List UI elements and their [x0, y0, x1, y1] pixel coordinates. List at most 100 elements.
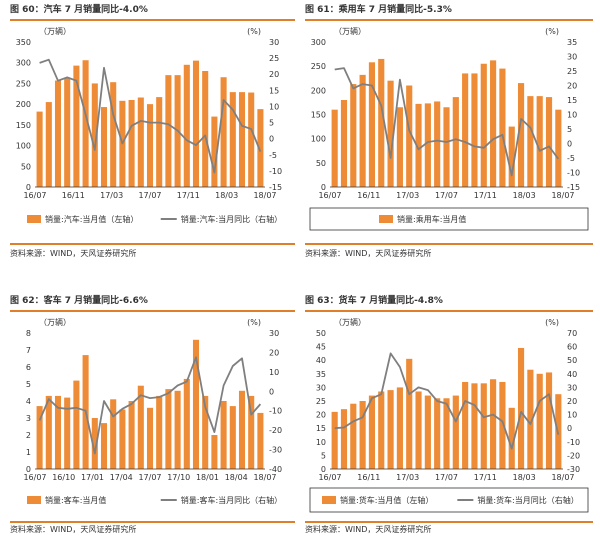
chart-svg: （万辆） (%) 0 50 100 150 200 250 300 -15 -10 -5 0 5 10 15 2… — [309, 26, 589, 231]
x-tick-label: 16/07 — [23, 473, 46, 482]
bar — [64, 397, 71, 469]
right-unit-label: (%) — [247, 27, 261, 36]
right-tick-label: 50 — [567, 356, 577, 365]
right-tick-label: 40 — [567, 370, 577, 379]
right-tick-label: -30 — [269, 446, 282, 455]
bar — [527, 369, 534, 469]
chart-panel-60: 图 60：汽车 7 月销量同比-4.0% （万辆） (%) 0 50 100 150 200… — [10, 2, 295, 260]
bar — [406, 358, 413, 469]
legend-label: 销量:货车:当月同比（右轴） — [477, 495, 578, 505]
bar — [45, 395, 52, 469]
bar — [508, 126, 515, 187]
source-note: 资料来源：WIND，天风证券研究所 — [305, 249, 432, 258]
left-tick-label: 250 — [311, 62, 326, 71]
x-tick-label: 18/03 — [513, 191, 536, 200]
bar — [146, 104, 154, 187]
bar — [229, 406, 236, 469]
bar — [462, 73, 469, 187]
chart-panel-61: 图 61：乘用车 7 月销量同比-5.3% （万辆） (%) 0 50 100 150 20… — [305, 2, 593, 260]
legend-label: 销量:汽车:当月值（左轴） — [45, 214, 138, 224]
x-tick-label: 18/07 — [253, 473, 276, 482]
bar — [508, 407, 515, 469]
right-tick-label: 30 — [269, 38, 279, 47]
bar — [156, 395, 163, 469]
right-tick-label: 30 — [567, 53, 577, 62]
left-tick-label: 30 — [316, 383, 326, 392]
bar — [424, 395, 431, 469]
bar — [192, 60, 200, 188]
bar — [128, 401, 135, 469]
bar — [517, 347, 525, 469]
right-tick-label: -10 — [269, 167, 282, 176]
right-tick-label: 0 — [567, 140, 572, 149]
bar — [174, 390, 181, 469]
left-unit-label: （万辆） — [334, 26, 366, 36]
title-rule — [305, 310, 593, 312]
left-tick-label: 150 — [311, 111, 326, 120]
source-note: 资料来源：WIND，天风证券研究所 — [305, 525, 432, 534]
line-series — [38, 356, 262, 455]
bar — [220, 401, 227, 469]
x-tick-label: 17/11 — [474, 473, 497, 482]
bar — [137, 97, 144, 187]
left-tick-label: 25 — [316, 397, 326, 406]
bar — [490, 60, 497, 187]
right-tick-label: 25 — [269, 54, 279, 63]
x-tick-label: 17/10 — [167, 473, 190, 482]
bar — [406, 85, 413, 187]
bar — [100, 107, 108, 187]
left-tick-label: 0 — [321, 183, 326, 192]
right-tick-label: 15 — [567, 96, 577, 105]
line-series — [334, 352, 560, 450]
right-tick-label: 20 — [269, 70, 279, 79]
bar — [248, 92, 255, 187]
legend-bar-swatch — [379, 215, 393, 223]
legend-label: 销量:汽车:当月同比（右轴） — [181, 214, 282, 224]
bar — [183, 64, 190, 187]
x-tick-label: 17/07 — [138, 473, 161, 482]
right-tick-label: -20 — [567, 451, 580, 460]
bar — [202, 395, 209, 469]
bar — [350, 403, 357, 469]
left-tick-label: 200 — [311, 86, 326, 95]
right-tick-label: -30 — [567, 465, 580, 474]
left-tick-label: 7 — [26, 346, 31, 355]
right-tick-label: 15 — [269, 86, 279, 95]
x-tick-label: 17/03 — [100, 191, 123, 200]
title-rule — [305, 19, 593, 21]
chart-title: 图 61：乘用车 7 月销量同比-5.3% — [305, 5, 452, 15]
x-tick-label: 17/07 — [435, 473, 458, 482]
bar — [91, 418, 98, 469]
x-tick-label: 16/11 — [357, 191, 380, 200]
bar — [73, 380, 80, 469]
right-tick-label: 20 — [567, 397, 577, 406]
right-tick-label: 10 — [269, 102, 279, 111]
bar — [490, 379, 497, 469]
right-tick-label: 10 — [269, 368, 279, 377]
left-tick-label: 15 — [316, 424, 326, 433]
bar — [480, 63, 487, 187]
left-tick-label: 150 — [16, 121, 31, 130]
bar — [146, 407, 154, 469]
bar — [331, 109, 338, 187]
bar — [387, 80, 394, 187]
bar — [110, 82, 117, 187]
chart-svg: （万辆） (%) 0 1 2 3 4 5 6 7 8 -40 -30 -20 -10 0 10 20 30 16/07… — [23, 317, 282, 505]
bar — [387, 390, 394, 469]
bar — [64, 78, 71, 187]
bar — [238, 92, 246, 187]
x-tick-label: 16/07 — [318, 473, 341, 482]
left-tick-label: 250 — [16, 79, 31, 88]
right-tick-label: 30 — [269, 329, 279, 338]
x-tick-label: 17/11 — [474, 191, 497, 200]
right-tick-label: 20 — [567, 82, 577, 91]
legend-label: 销量:货车:当月值（左轴） — [340, 495, 433, 505]
bar — [396, 387, 403, 469]
left-tick-label: 40 — [316, 356, 326, 365]
bar — [480, 383, 487, 469]
bar — [415, 391, 422, 469]
bar — [499, 68, 506, 187]
left-unit-label: （万辆） — [334, 317, 366, 327]
bar — [73, 65, 80, 187]
left-tick-label: 350 — [16, 38, 31, 47]
